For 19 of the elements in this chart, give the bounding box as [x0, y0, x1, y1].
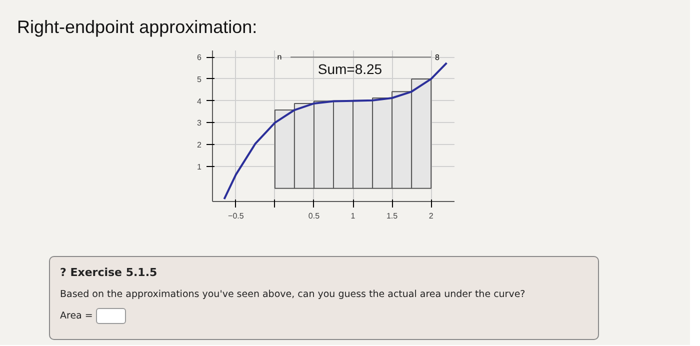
annotation: Sum=8.25	[318, 60, 382, 77]
x-tick-label: 2	[428, 212, 434, 220]
annotation: 8	[434, 53, 440, 62]
text: Area =	[60, 310, 94, 324]
y-tick-label: 5	[197, 74, 202, 84]
y-tick-label: 4	[197, 96, 202, 106]
x-tick-label: −0.5	[228, 212, 244, 220]
x-tick-label: 0.5	[308, 212, 320, 220]
annotation: n	[277, 52, 282, 62]
x-tick-label: 1.5	[386, 212, 398, 220]
chart-title: Right-endpoint approximation:	[17, 16, 258, 39]
y-tick-label: 3	[197, 118, 202, 128]
text: ? Exercise 5.1.5	[60, 265, 158, 281]
y-tick-label: 2	[197, 140, 202, 150]
y-tick-label: 6	[197, 53, 202, 62]
line-series	[223, 62, 448, 200]
text: Based on the approximations you've seen above, can you guess the actual area under the curve?	[60, 288, 526, 302]
y-tick-label: 1	[197, 162, 202, 172]
x-tick-label: 1	[350, 212, 356, 220]
